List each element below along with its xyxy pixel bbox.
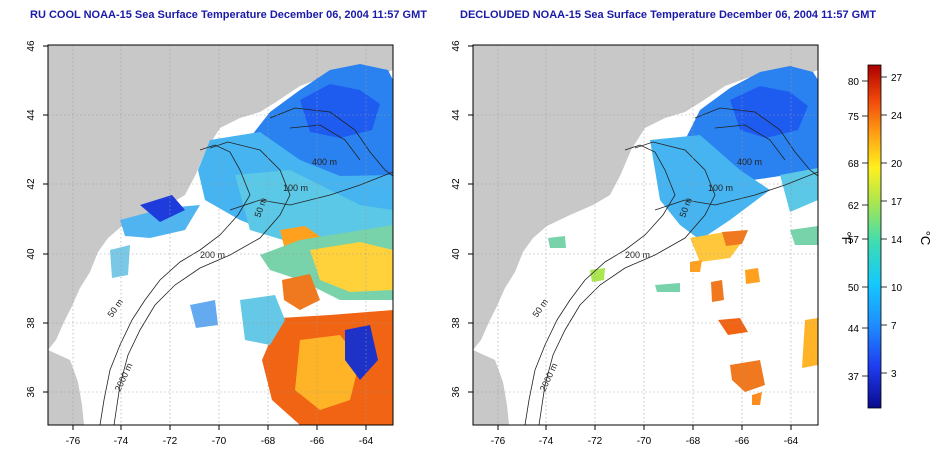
map-frame-right — [472, 44, 819, 426]
x-tick-label: -70 — [637, 436, 652, 447]
y-tick-label: 44 — [26, 109, 37, 121]
contour-label: 100 m — [708, 183, 733, 193]
x-tick-labels-right: -76 -74 -72 -70 -68 -66 -64 — [491, 436, 799, 447]
c-tick-label: 27 — [891, 73, 903, 84]
c-tick-label: 14 — [891, 235, 903, 246]
f-tick-label: 62 — [848, 201, 860, 212]
f-tick-label: 44 — [848, 324, 860, 335]
y-tick-labels-right: 36 38 40 42 44 46 — [451, 40, 462, 398]
celsius-axis-label: °C — [918, 231, 933, 246]
x-tick-label: -76 — [491, 436, 506, 447]
sst-data — [548, 66, 818, 405]
y-tick-label: 36 — [451, 386, 462, 398]
land-mass — [48, 45, 393, 350]
c-tick-label: 3 — [891, 369, 897, 380]
f-tick-label: 57 — [848, 235, 860, 246]
x-tick-label: -72 — [588, 436, 603, 447]
x-tick-label: -74 — [114, 436, 129, 447]
bathymetry-contours — [99, 107, 393, 425]
y-tick-label: 42 — [26, 178, 37, 190]
y-tick-labels-left: 36 38 40 42 44 46 — [26, 40, 37, 398]
y-tick-label: 46 — [26, 40, 37, 52]
f-tick-label: 68 — [848, 159, 860, 170]
colorbar-gradient — [867, 64, 882, 409]
x-tick-label: -64 — [359, 436, 374, 447]
f-tick-label: 50 — [848, 283, 860, 294]
contour-label: 200 m — [200, 250, 225, 260]
c-tick-label: 24 — [891, 111, 903, 122]
map-frame-left — [47, 44, 394, 426]
y-tick-label: 46 — [451, 40, 462, 52]
f-tick-label: 80 — [848, 77, 860, 88]
contour-label: 400 m — [737, 157, 762, 167]
x-tick-label: -72 — [163, 436, 178, 447]
y-tick-label: 40 — [26, 248, 37, 260]
y-tick-label: 40 — [451, 248, 462, 260]
x-tick-label: -68 — [261, 436, 276, 447]
grid-lines — [473, 45, 818, 425]
map-title-left: RU COOL NOAA-15 Sea Surface Temperature … — [30, 9, 427, 21]
contour-label: 100 m — [283, 183, 308, 193]
x-tick-label: -64 — [784, 436, 799, 447]
grid-lines — [48, 45, 393, 425]
y-tick-label: 36 — [26, 386, 37, 398]
y-tick-label: 42 — [451, 178, 462, 190]
x-tick-label: -76 — [66, 436, 81, 447]
x-tick-label: -66 — [310, 436, 325, 447]
land-mass — [473, 45, 818, 350]
x-tick-label: -70 — [212, 436, 227, 447]
map-title-right: DECLOUDED NOAA-15 Sea Surface Temperatur… — [460, 9, 877, 21]
celsius-ticks: 27 24 20 17 14 10 7 3 — [891, 73, 903, 380]
bathymetry-contours — [524, 107, 818, 425]
f-tick-label: 37 — [848, 372, 860, 383]
contour-label: 400 m — [312, 157, 337, 167]
fahrenheit-ticks: 80 75 68 62 57 50 44 37 — [848, 77, 860, 383]
c-tick-label: 20 — [891, 159, 903, 170]
x-tick-label: -74 — [539, 436, 554, 447]
f-tick-label: 75 — [848, 112, 860, 123]
y-tick-label: 44 — [451, 109, 462, 121]
temperature-colorbar: 80 75 68 62 57 50 44 37 27 24 20 17 14 1… — [839, 64, 933, 409]
y-tick-label: 38 — [26, 317, 37, 329]
x-tick-label: -68 — [686, 436, 701, 447]
c-tick-label: 7 — [891, 321, 897, 332]
sst-data — [110, 64, 393, 425]
contour-label: 200 m — [625, 250, 650, 260]
y-tick-label: 38 — [451, 317, 462, 329]
map-panel-right: 400 m 100 m 50 m 200 m 50 m 2000 m — [451, 40, 819, 447]
c-tick-label: 10 — [891, 283, 903, 294]
fahrenheit-axis-label: °F — [839, 231, 854, 244]
c-tick-label: 17 — [891, 197, 903, 208]
map-panel-left: 400 m 100 m 50 m 200 m 50 m 2000 m — [26, 40, 394, 447]
x-tick-labels-left: -76 -74 -72 -70 -68 -66 -64 — [66, 436, 374, 447]
x-tick-label: -66 — [735, 436, 750, 447]
